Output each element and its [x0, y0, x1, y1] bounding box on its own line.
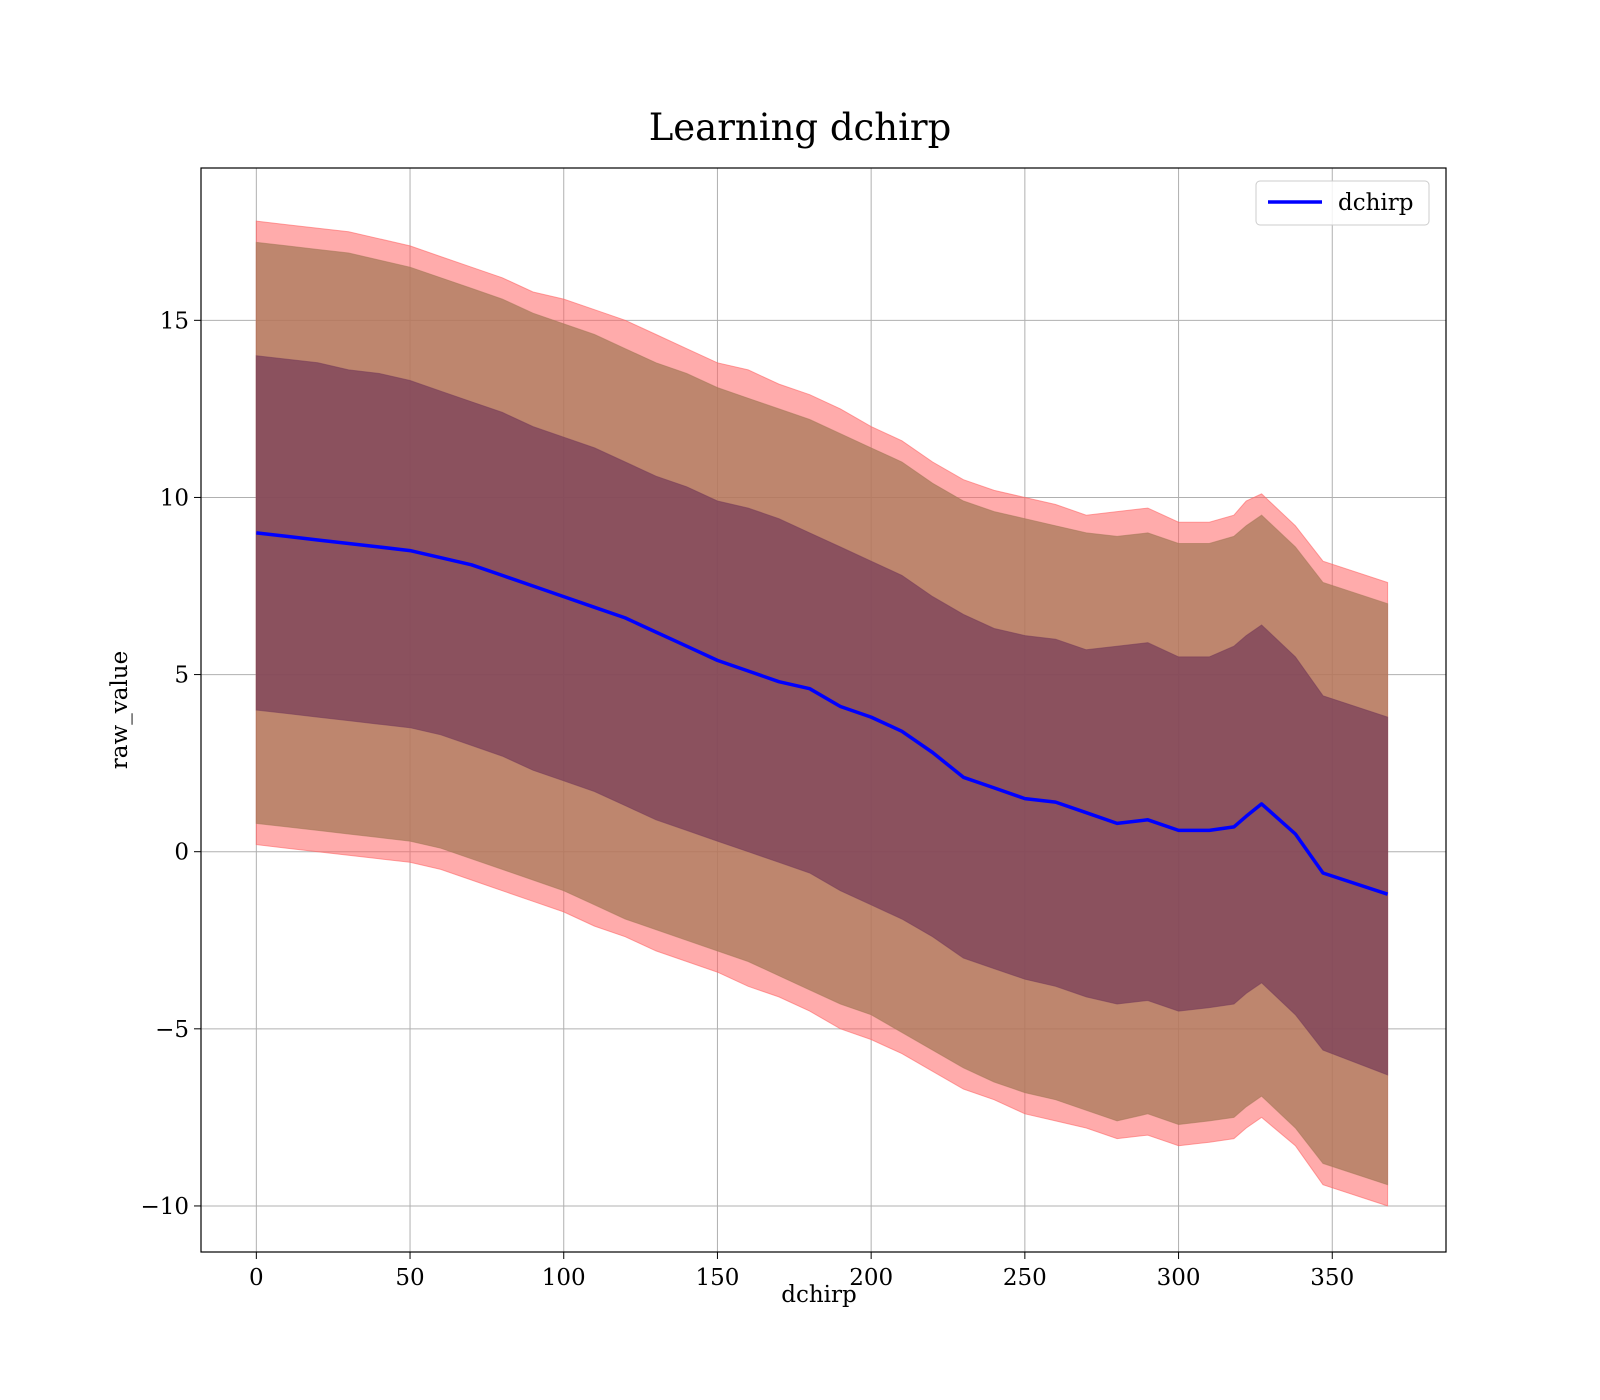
plot-frame [200, 167, 1447, 1253]
x-tick-label: 50 [395, 1265, 424, 1291]
legend-box [1255, 180, 1430, 226]
x-tick-label: 100 [542, 1265, 586, 1291]
series-lines [256, 531, 1389, 896]
x-tick-label: 350 [1310, 1265, 1354, 1291]
x-axis-ticks: 0 50 100 150 200 250 300 350 [249, 1252, 1354, 1291]
chart-title: Learning dchirp [649, 106, 952, 149]
x-tick-label: 200 [849, 1265, 893, 1291]
y-tick-label: 0 [174, 840, 189, 866]
y-tick-label: 10 [160, 485, 189, 511]
legend-label-dchirp: dchirp [1338, 190, 1414, 216]
y-tick-label: −10 [140, 1194, 189, 1220]
confidence-bands [255, 220, 1389, 1207]
legend: dchirp [1255, 180, 1430, 226]
series-line-dchirp [256, 531, 1389, 896]
plot-area [200, 167, 1447, 1253]
x-tick-label: 150 [695, 1265, 739, 1291]
y-axis-label: raw_value [107, 651, 133, 769]
x-tick-label: 0 [249, 1265, 264, 1291]
band-inner [255, 355, 1389, 1076]
x-tick-label: 300 [1157, 1265, 1201, 1291]
y-tick-label: 5 [174, 663, 189, 689]
y-tick-label: 15 [160, 308, 189, 334]
x-tick-label: 250 [1003, 1265, 1047, 1291]
x-axis-label: dchirp [781, 1282, 857, 1308]
y-tick-label: −5 [155, 1017, 189, 1043]
y-axis-ticks: −10 −5 0 5 10 15 [140, 308, 201, 1220]
